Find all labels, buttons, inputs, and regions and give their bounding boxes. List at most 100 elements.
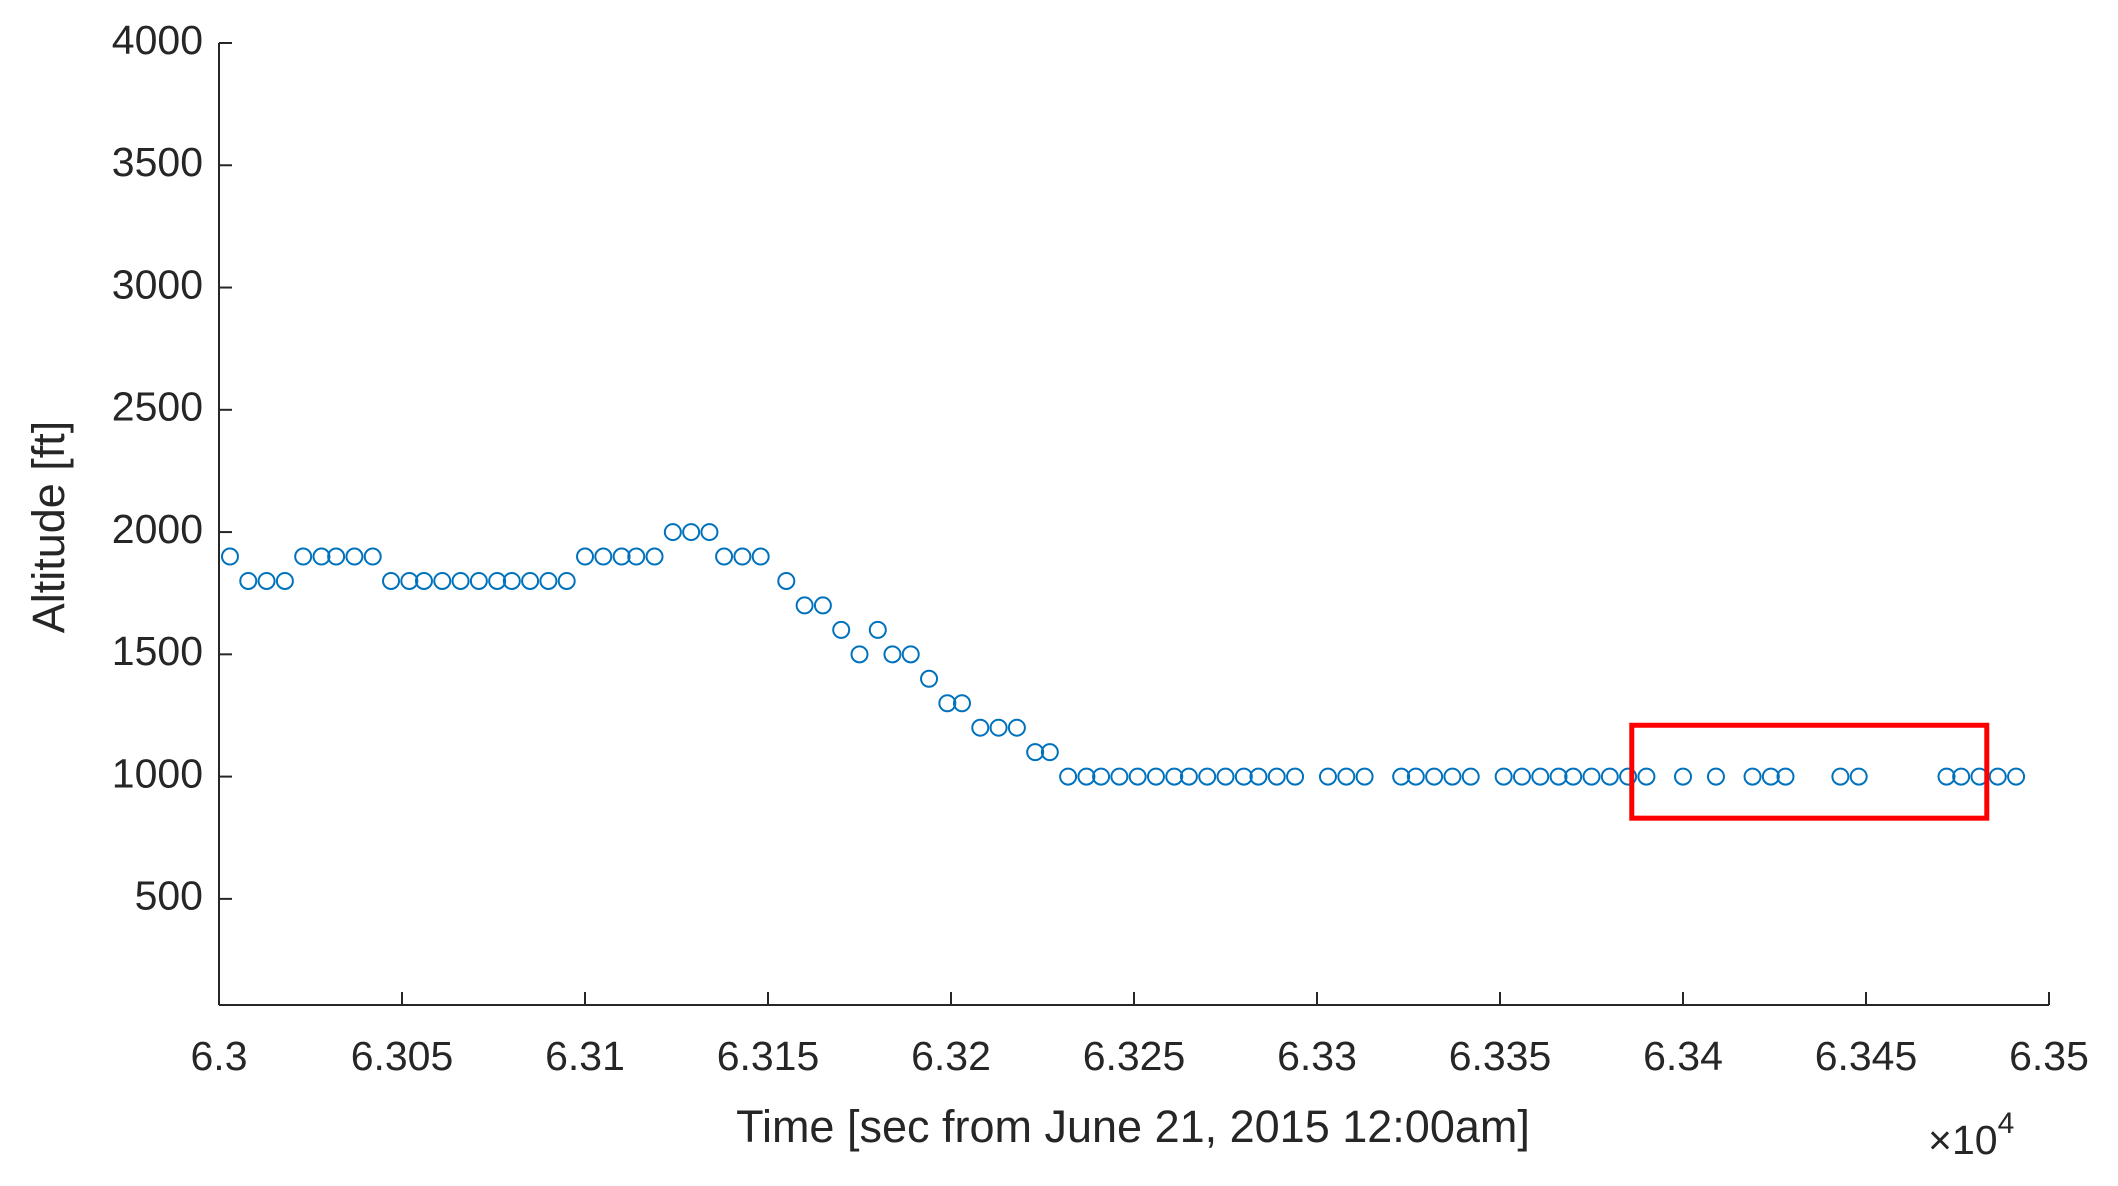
point: [1392, 767, 1411, 786]
x-multiplier: ×104: [1928, 1107, 2014, 1163]
point: [645, 547, 664, 566]
point: [1092, 767, 1111, 786]
x-tick-label: 6.315: [717, 1033, 820, 1079]
y-tick-label: 500: [135, 873, 203, 919]
point: [1234, 767, 1253, 786]
point: [414, 571, 433, 590]
point: [294, 547, 313, 566]
point: [1937, 767, 1956, 786]
x-tick-label: 6.335: [1449, 1033, 1552, 1079]
point: [1776, 767, 1795, 786]
point: [1761, 767, 1780, 786]
point: [920, 669, 939, 688]
x-tick-label: 6.3: [191, 1033, 248, 1079]
point: [1512, 767, 1531, 786]
point: [1216, 767, 1235, 786]
point: [469, 571, 488, 590]
point: [1531, 767, 1550, 786]
y-tick-label: 2000: [112, 506, 203, 552]
point: [1128, 767, 1147, 786]
point: [627, 547, 646, 566]
point: [1706, 767, 1725, 786]
point: [1674, 767, 1692, 786]
point: [400, 571, 419, 590]
point: [1494, 767, 1513, 786]
point: [433, 571, 452, 590]
point: [1461, 767, 1480, 786]
x-tick-label: 6.345: [1815, 1033, 1918, 1079]
point: [382, 571, 401, 590]
point: [868, 620, 887, 639]
point: [1040, 743, 1059, 762]
point: [1110, 767, 1129, 786]
y-axis-label: Altitude [ft]: [23, 421, 74, 634]
point: [1179, 767, 1198, 786]
point: [1988, 767, 2007, 786]
point: [1249, 767, 1268, 786]
point: [521, 571, 540, 590]
point: [883, 645, 902, 664]
point: [345, 547, 364, 566]
point: [952, 694, 971, 713]
point: [220, 547, 239, 566]
x-tick-label: 6.325: [1083, 1033, 1186, 1079]
x-tick-label: 6.34: [1643, 1033, 1723, 1079]
point: [813, 596, 832, 615]
point: [488, 571, 507, 590]
point: [700, 523, 719, 542]
point: [1549, 767, 1568, 786]
point: [1564, 767, 1583, 786]
point: [1619, 767, 1638, 786]
point: [2007, 767, 2026, 786]
point: [312, 547, 331, 566]
multiplier-base: ×10: [1928, 1117, 1998, 1163]
point: [1637, 767, 1656, 786]
point: [1952, 767, 1971, 786]
point: [1267, 767, 1286, 786]
point: [751, 547, 770, 566]
point: [1059, 767, 1078, 786]
x-tick-label: 6.32: [911, 1033, 991, 1079]
point: [257, 571, 276, 590]
point: [1582, 767, 1601, 786]
point: [1165, 767, 1184, 786]
y-tick-label: 1500: [112, 628, 203, 674]
point: [832, 620, 851, 639]
point: [1425, 767, 1444, 786]
y-tick-label: 1000: [112, 750, 203, 796]
point: [1743, 767, 1762, 786]
highlight-box: [1629, 722, 1990, 821]
point: [327, 547, 346, 566]
point: [1600, 767, 1619, 786]
point: [989, 718, 1008, 737]
point: [539, 571, 558, 590]
point: [1026, 743, 1045, 762]
point: [795, 596, 814, 615]
y-tick-label: 3500: [112, 139, 203, 185]
point: [363, 547, 382, 566]
point: [1007, 718, 1026, 737]
point: [1318, 767, 1337, 786]
point: [733, 547, 752, 566]
x-axis-label: Time [sec from June 21, 2015 12:00am]: [736, 1101, 1530, 1152]
multiplier-exponent: 4: [1998, 1107, 2015, 1140]
point: [557, 571, 576, 590]
x-tick-label: 6.31: [545, 1033, 625, 1079]
point: [777, 571, 796, 590]
point: [938, 694, 957, 713]
x-tick-label: 6.33: [1277, 1033, 1357, 1079]
point: [901, 645, 920, 664]
x-tick-label: 6.35: [2009, 1033, 2089, 1079]
y-tick-label: 3000: [112, 261, 203, 307]
point: [594, 547, 613, 566]
point: [1355, 767, 1374, 786]
y-tick-label: 2500: [112, 384, 203, 430]
point: [275, 571, 294, 590]
point: [682, 523, 701, 542]
point: [1198, 767, 1217, 786]
point: [576, 547, 594, 566]
x-tick-label: 6.305: [351, 1033, 454, 1079]
point: [502, 571, 521, 590]
point: [1286, 767, 1305, 786]
point: [850, 645, 869, 664]
